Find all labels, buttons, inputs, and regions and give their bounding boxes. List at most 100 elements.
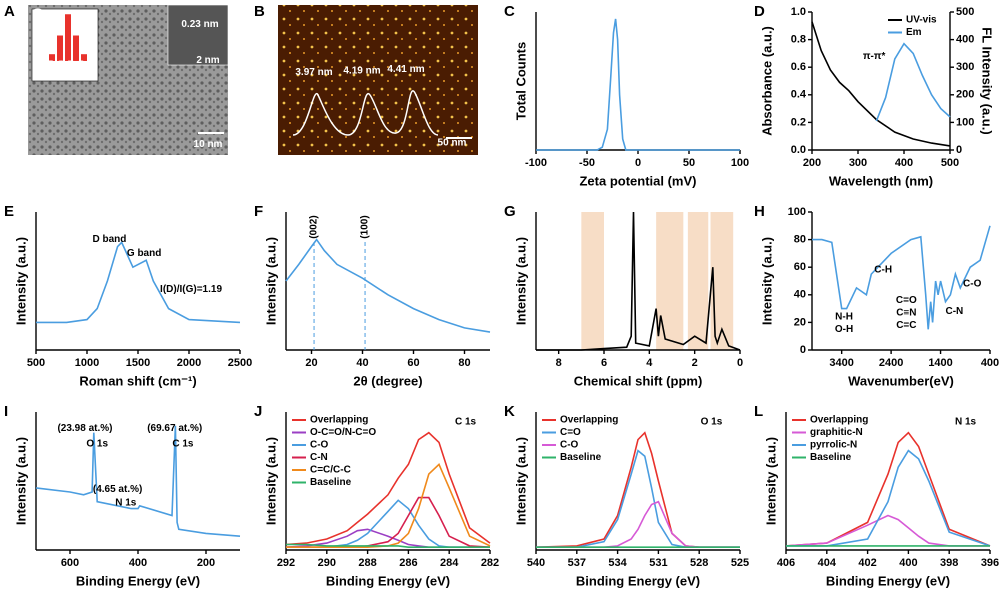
y-tick-label: 40 [794,289,806,301]
y-tick-label: 0.2 [791,116,806,128]
y-tick-label: 60 [794,261,806,273]
legend-label: C=O [560,427,581,438]
y-axis-label: Total Counts [513,42,528,120]
x-tick-label: 288 [358,557,376,569]
x-tick-label: 290 [318,557,336,569]
data-line [875,42,951,122]
x-tick-label: 8 [556,357,562,369]
x-tick-label: 400 [899,557,917,569]
x-tick-label: 500 [941,157,959,169]
histogram-bar [73,35,79,61]
panel-label: J [254,403,262,420]
panel-label: F [254,203,263,220]
data-line [812,225,991,330]
y2-tick-label: 100 [956,116,974,128]
x-tick-label: 60 [407,357,419,369]
annotation: 0.5 [39,60,53,71]
data-line [786,449,991,547]
shaded-band [687,212,709,350]
panel-label: D [754,3,765,20]
histogram-bar [65,14,71,61]
x-axis-label: Wavenumber(eV) [848,373,954,388]
peak-label: (002) [309,215,320,238]
annotation: C≡N [896,307,916,318]
x-axis-label: Binding Energy (eV) [326,573,450,588]
x-tick-label: 282 [481,557,499,569]
annotation: O 1s [86,438,108,449]
y2-tick-label: 0 [956,144,962,156]
annotation: (69.67 at.%) [147,423,202,434]
x-tick-label: 200 [803,157,821,169]
legend-label: C=C/C-C [310,465,351,476]
x-tick-label: 4 [646,357,653,369]
legend-label: UV-vis [906,15,937,26]
y-axis-label: Intensity (a.u.) [263,437,278,525]
y-tick-label: 0.4 [791,89,807,101]
x-tick-label: 1000 [75,357,99,369]
annotation: I(D)/I(G)=1.19 [160,284,222,295]
x-tick-label: 80 [458,357,470,369]
data-line [285,238,491,333]
data-line [286,543,490,548]
x-axis-label: Wavelength (nm) [829,173,933,188]
annotation: 2 nm [196,55,219,66]
x-tick-label: 537 [568,557,586,569]
x-tick-label: 284 [440,557,459,569]
annotation: G band [127,248,161,259]
legend-label: pyrrolic-N [810,440,857,451]
x-tick-label: 531 [649,557,667,569]
data-line [536,449,740,548]
x-tick-label: 40 [356,357,368,369]
annotation: C 1s [455,416,477,427]
annotation: 10 nm [194,139,223,150]
y-axis-label: Intensity (a.u.) [13,237,28,325]
x-tick-label: 1400 [928,357,952,369]
y2-tick-label: 400 [956,34,974,46]
x-tick-label: -50 [579,157,595,169]
annotation: 3.97 nm [295,67,332,78]
annotation: C-N [946,306,964,317]
legend-label: Overlapping [810,415,868,426]
x-tick-label: 396 [981,557,999,569]
annotation: 4.19 nm [343,66,380,77]
shaded-band [581,212,604,350]
x-tick-label: 404 [818,557,837,569]
x-tick-label: 286 [399,557,417,569]
y-tick-label: 20 [794,316,806,328]
x-tick-label: 406 [777,557,795,569]
height-profile [292,90,439,136]
shaded-band [656,212,684,350]
annotation: N 1s [955,416,977,427]
panel-label: C [504,3,515,20]
x-tick-label: 400 [129,557,147,569]
data-line [35,425,241,537]
x-tick-label: 200 [197,557,215,569]
annotation: 50 nm [438,138,467,149]
x-axis-label: Binding Energy (eV) [76,573,200,588]
data-line [785,514,990,547]
panel-label: B [254,3,265,20]
y2-tick-label: 300 [956,61,974,73]
panel-label: K [504,403,515,420]
x-axis-label: Binding Energy (eV) [576,573,700,588]
y-tick-label: 80 [794,234,806,246]
data-line [536,500,740,548]
y-axis-label: Intensity (a.u.) [263,237,278,325]
x-tick-label: 2 [692,357,698,369]
x-tick-label: 528 [690,557,708,569]
y-axis-label: Intensity (a.u.) [513,237,528,325]
legend-label: graphitic-N [810,427,863,438]
x-tick-label: 0 [737,357,743,369]
panel-label: L [754,403,763,420]
y-tick-label: 0 [800,344,806,356]
x-tick-label: 2500 [228,357,252,369]
x-tick-label: 400 [895,157,913,169]
annotation: Size (nm) [46,70,90,81]
annotation: 1.5 [59,60,73,71]
data-line [36,241,241,324]
annotation: D band [92,234,126,245]
annotation: Frequency (%) [33,8,44,77]
x-tick-label: 0 [635,157,641,169]
x-tick-label: 525 [731,557,749,569]
